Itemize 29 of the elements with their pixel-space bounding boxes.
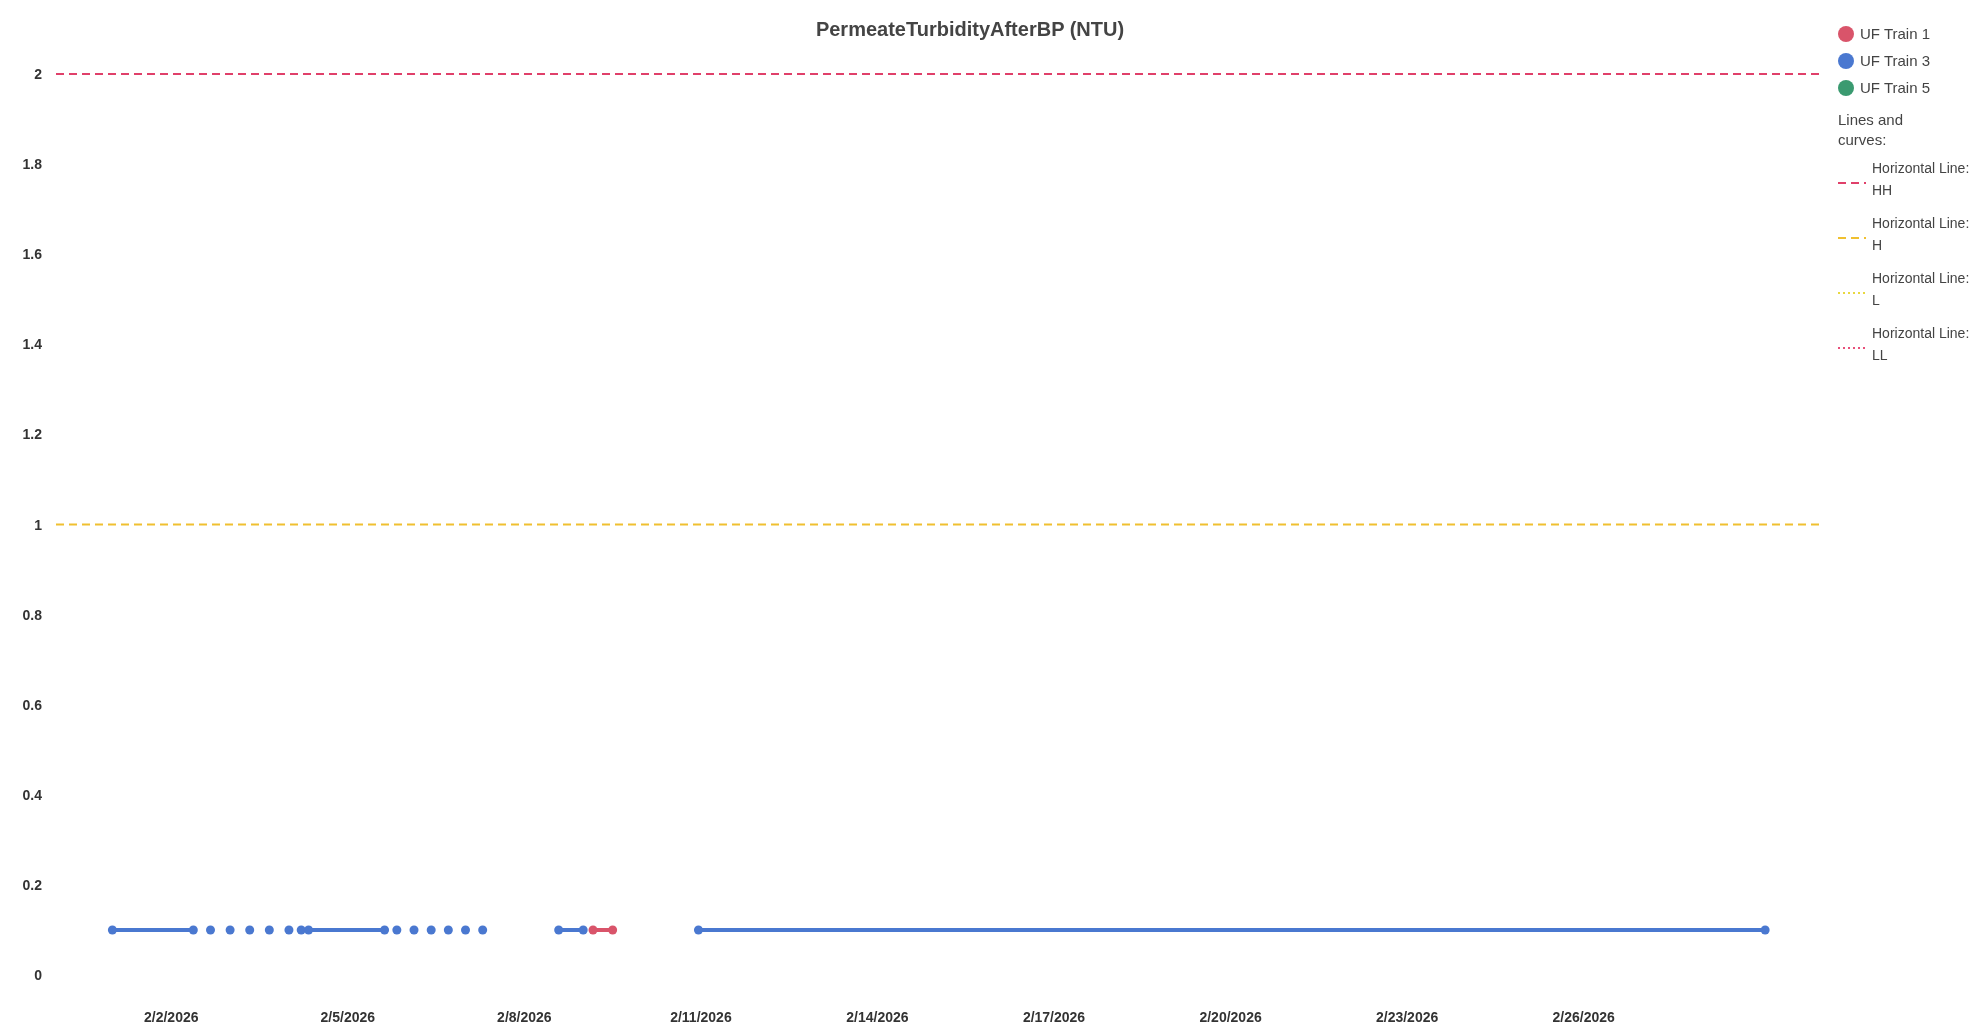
y-tick-label: 2 — [34, 66, 43, 82]
text: Horizontal Line: LL — [1872, 325, 1970, 363]
x-tick-label: 2/20/2026 — [1199, 1009, 1262, 1025]
legend-label: Horizontal Line: HH — [1872, 160, 1970, 198]
y-tick-label: 0.2 — [22, 876, 43, 893]
legend-label: UF Train 5 — [1860, 79, 1931, 96]
y-tick-label: 1 — [34, 516, 43, 533]
y-tick-label: 1.4 — [22, 336, 43, 353]
chart-title: PermeateTurbidityAfterBP (NTU) — [815, 18, 1125, 40]
x-tick-label: 2/17/2026 — [1022, 1009, 1086, 1025]
x-tick-label: 2/23/2026 — [1375, 1009, 1439, 1025]
x-tick-label: 2/11/2026 — [670, 1009, 732, 1025]
x-tick-label: 2/14/2026 — [846, 1009, 909, 1025]
y-tick-label: 0 — [34, 967, 43, 983]
text: Lines and curves: — [1838, 111, 1904, 148]
y-tick-label: 0.8 — [22, 606, 43, 623]
legend-label: UF Train 3 — [1860, 52, 1931, 69]
y-tick-label: 0.4 — [22, 786, 43, 803]
legend-label: Horizontal Line: H — [1872, 215, 1970, 253]
y-tick-label: 1.6 — [22, 246, 43, 263]
x-tick-label: 2/8/2026 — [497, 1009, 552, 1025]
legend-label: UF Train 1 — [1860, 25, 1931, 42]
y-tick-label: 0.6 — [22, 696, 43, 713]
x-tick-label: 2/5/2026 — [320, 1009, 376, 1025]
text: Horizontal Line: L — [1872, 270, 1970, 308]
x-tick-label: 2/2/2026 — [144, 1009, 199, 1025]
x-tick-label: 2/26/2026 — [1552, 1009, 1616, 1025]
y-tick-label: 1.8 — [22, 156, 43, 173]
y-tick-label: 1.2 — [22, 426, 43, 443]
